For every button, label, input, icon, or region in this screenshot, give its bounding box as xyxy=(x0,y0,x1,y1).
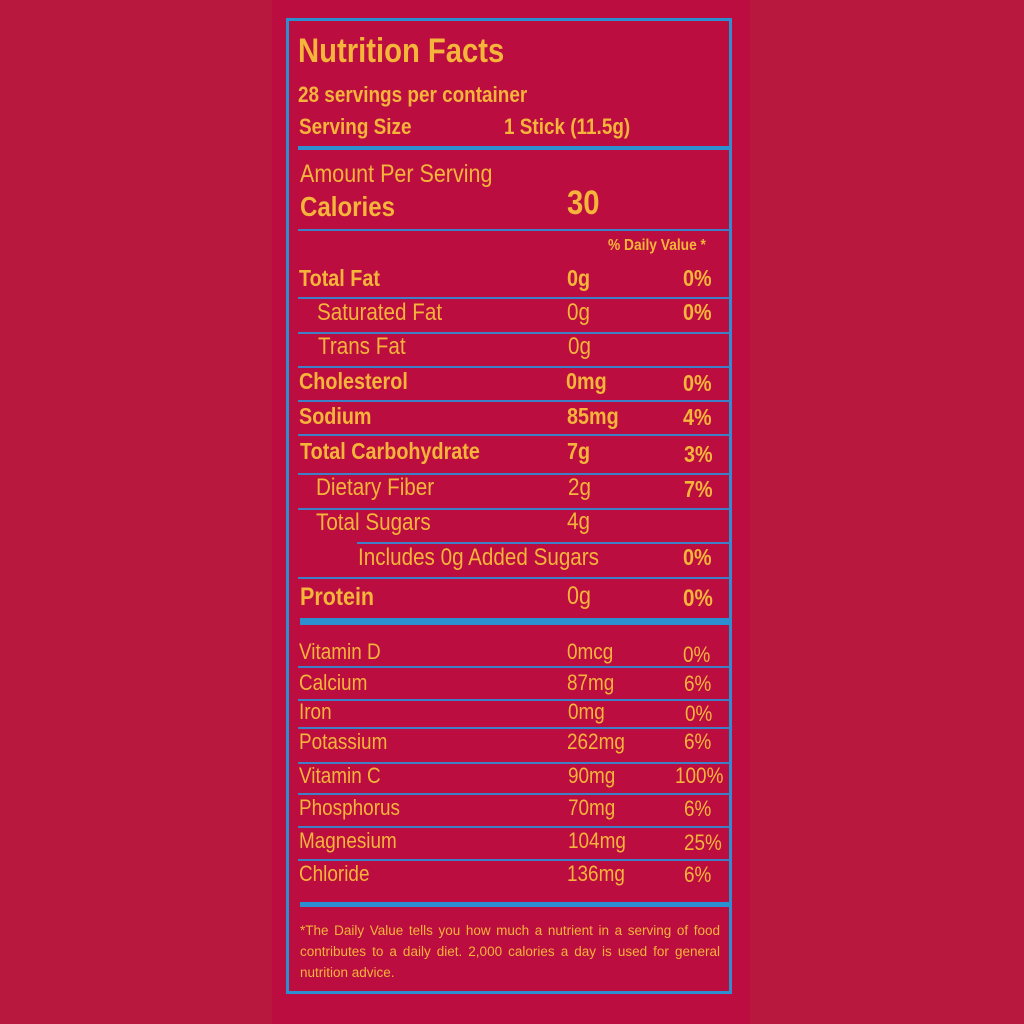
divider xyxy=(298,229,730,231)
vitamin-amount: 0mcg xyxy=(567,639,614,664)
vitamin-amount: 0mg xyxy=(568,699,605,724)
vitamin-dv: 6% xyxy=(684,671,712,696)
divider xyxy=(298,434,730,436)
vitamin-amount: 90mg xyxy=(568,763,616,788)
divider-thick xyxy=(298,146,730,150)
serving-size-label: Serving Size xyxy=(299,114,412,139)
nutrient-dv: 3% xyxy=(684,441,713,467)
nutrient-name: Total Sugars xyxy=(316,509,431,536)
vitamin-dv: 6% xyxy=(684,862,712,887)
divider xyxy=(298,859,730,861)
vitamin-amount: 87mg xyxy=(567,670,615,695)
nutrient-dv: 0% xyxy=(683,299,712,325)
nutrient-dv: 0% xyxy=(683,544,712,570)
nutrient-name: Total Fat xyxy=(299,265,380,291)
divider xyxy=(298,400,730,402)
divider xyxy=(298,508,730,510)
nutrient-name: Dietary Fiber xyxy=(316,474,435,501)
divider xyxy=(298,699,730,701)
nutrient-amount: 0mg xyxy=(566,368,607,394)
divider xyxy=(298,826,730,828)
amount-per-serving: Amount Per Serving xyxy=(300,160,493,188)
divider-thick xyxy=(300,902,730,907)
divider xyxy=(298,297,730,299)
nutrient-amount: 0g xyxy=(567,582,591,610)
divider xyxy=(298,727,730,729)
divider xyxy=(298,666,730,668)
vitamin-dv: 0% xyxy=(683,642,711,667)
nutrient-amount: 0g xyxy=(567,299,590,326)
vitamin-name: Potassium xyxy=(299,729,388,754)
nutrient-amount: 4g xyxy=(567,508,590,535)
daily-value-footnote: *The Daily Value tells you how much a nu… xyxy=(300,923,720,980)
nutrient-name: Trans Fat xyxy=(318,333,406,360)
nutrition-label-border xyxy=(286,18,732,994)
nutrient-amount: 7g xyxy=(567,438,591,464)
calories-label: Calories xyxy=(300,191,396,222)
divider xyxy=(298,793,730,795)
vitamin-amount: 262mg xyxy=(567,729,625,754)
nutrient-name: Saturated Fat xyxy=(317,299,443,326)
label-panel xyxy=(272,0,750,1024)
vitamin-dv: 6% xyxy=(684,796,712,821)
divider xyxy=(357,542,730,544)
nutrient-name: Protein xyxy=(300,583,375,611)
vitamin-name: Calcium xyxy=(299,670,368,695)
nutrient-amount: 0g xyxy=(567,265,591,291)
serving-size-value: 1 Stick (11.5g) xyxy=(504,114,631,139)
vitamin-name: Iron xyxy=(299,699,332,724)
calories-value: 30 xyxy=(567,184,600,222)
servings-per-container: 28 servings per container xyxy=(298,82,528,107)
vitamin-name: Phosphorus xyxy=(299,795,400,820)
divider xyxy=(298,332,730,334)
nutrient-amount: 85mg xyxy=(567,403,619,429)
nutrient-dv: 4% xyxy=(683,404,712,430)
vitamin-name: Magnesium xyxy=(299,828,397,853)
divider xyxy=(298,366,730,368)
divider xyxy=(298,762,730,764)
nutrient-dv: 0% xyxy=(683,370,712,396)
vitamin-dv: 100% xyxy=(675,763,724,788)
nutrient-name: Total Carbohydrate xyxy=(300,438,480,464)
vitamin-amount: 136mg xyxy=(567,861,625,886)
divider-thick xyxy=(300,618,730,625)
vitamin-dv: 0% xyxy=(685,701,713,726)
divider xyxy=(298,473,730,475)
vitamin-amount: 70mg xyxy=(568,795,616,820)
nutrient-dv: 7% xyxy=(684,476,713,502)
divider xyxy=(298,577,730,579)
nutrient-dv: 0% xyxy=(683,585,713,612)
nutrient-name: Sodium xyxy=(299,403,372,429)
vitamin-name: Chloride xyxy=(299,861,370,886)
vitamin-amount: 104mg xyxy=(568,828,626,853)
vitamin-name: Vitamin C xyxy=(299,763,381,788)
label-title: Nutrition Facts xyxy=(298,32,505,70)
vitamin-dv: 25% xyxy=(684,830,722,855)
vitamin-dv: 6% xyxy=(684,729,712,754)
vitamin-name: Vitamin D xyxy=(299,639,381,664)
nutrient-amount: 0g xyxy=(568,333,591,360)
nutrient-dv: 0% xyxy=(683,265,712,291)
nutrient-name: Includes 0g Added Sugars xyxy=(358,544,599,571)
daily-value-header: % Daily Value * xyxy=(608,237,706,254)
nutrient-amount: 2g xyxy=(568,474,591,501)
nutrient-name: Cholesterol xyxy=(299,368,408,394)
